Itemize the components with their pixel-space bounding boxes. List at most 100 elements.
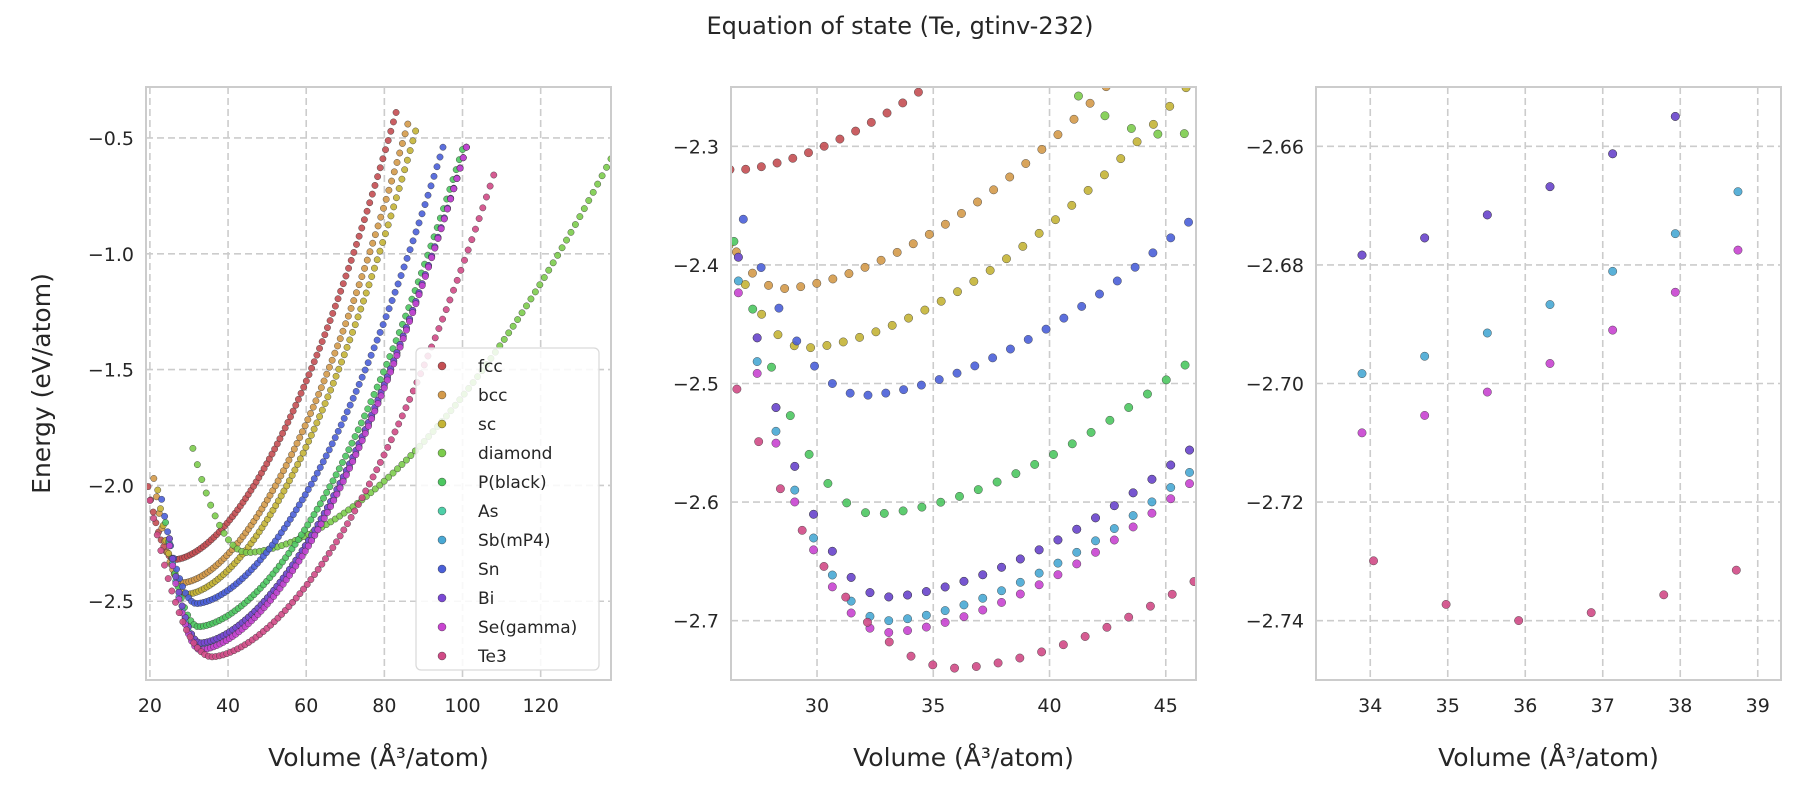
data-point bbox=[704, 95, 712, 103]
data-point bbox=[446, 296, 454, 304]
data-point bbox=[1069, 114, 1079, 124]
data-point bbox=[179, 583, 186, 590]
data-point bbox=[287, 413, 294, 421]
data-point bbox=[396, 149, 404, 157]
data-point bbox=[756, 162, 766, 172]
data-point bbox=[339, 327, 347, 335]
data-point bbox=[1524, 37, 1532, 45]
data-point bbox=[362, 487, 370, 495]
data-point bbox=[355, 501, 362, 508]
data-point bbox=[827, 570, 837, 580]
data-point bbox=[387, 212, 395, 220]
data-point bbox=[339, 459, 346, 466]
data-point bbox=[780, 284, 790, 293]
data-point bbox=[1796, 25, 1800, 33]
data-point bbox=[311, 571, 318, 578]
data-point bbox=[418, 210, 426, 218]
data-point bbox=[1207, 127, 1215, 135]
data-point bbox=[404, 120, 412, 128]
data-point bbox=[1204, 430, 1212, 438]
data-point bbox=[329, 309, 337, 317]
data-point bbox=[1185, 479, 1194, 489]
data-point bbox=[715, 185, 723, 193]
data-point bbox=[364, 405, 372, 413]
data-point bbox=[741, 164, 751, 174]
data-point bbox=[373, 256, 381, 264]
data-point bbox=[1545, 300, 1555, 309]
axes-frame bbox=[145, 86, 612, 681]
data-point bbox=[296, 455, 304, 463]
data-point bbox=[921, 622, 931, 632]
data-point bbox=[358, 494, 366, 502]
data-point bbox=[652, 5, 660, 13]
data-point bbox=[809, 533, 818, 543]
data-point bbox=[1733, 187, 1743, 197]
data-point bbox=[804, 148, 813, 158]
data-point bbox=[406, 246, 414, 254]
data-point bbox=[667, 194, 675, 202]
data-point bbox=[884, 628, 894, 637]
data-point bbox=[207, 501, 215, 509]
data-point bbox=[368, 273, 376, 280]
data-point bbox=[1051, 215, 1060, 225]
data-point bbox=[304, 486, 312, 493]
data-point bbox=[1542, 42, 1550, 50]
data-point bbox=[402, 326, 410, 334]
legend-marker bbox=[437, 593, 447, 603]
data-point bbox=[806, 343, 815, 353]
data-point bbox=[740, 280, 750, 289]
data-point bbox=[363, 256, 371, 264]
data-point bbox=[373, 466, 381, 474]
data-point bbox=[855, 332, 864, 342]
data-point bbox=[357, 305, 365, 313]
data-point bbox=[391, 288, 399, 296]
data-point bbox=[715, 197, 723, 205]
data-point bbox=[394, 280, 402, 288]
x-tick-label: 60 bbox=[294, 695, 318, 717]
data-point bbox=[1058, 640, 1068, 650]
data-point bbox=[959, 600, 969, 610]
data-point bbox=[863, 617, 872, 627]
data-point bbox=[1670, 287, 1680, 297]
data-point bbox=[1109, 535, 1119, 545]
data-point bbox=[447, 195, 455, 203]
x-tick-label: 45 bbox=[1154, 695, 1178, 717]
data-point bbox=[828, 274, 838, 284]
data-point bbox=[1690, 75, 1698, 83]
data-point bbox=[325, 446, 333, 454]
data-point bbox=[988, 353, 998, 363]
data-point bbox=[292, 401, 300, 409]
data-point bbox=[1086, 428, 1096, 437]
data-point bbox=[320, 377, 328, 385]
data-point bbox=[1471, 58, 1479, 66]
data-point bbox=[1561, 14, 1569, 22]
data-point bbox=[382, 230, 389, 238]
data-point bbox=[379, 321, 387, 328]
data-point bbox=[733, 288, 743, 298]
data-point bbox=[286, 477, 293, 485]
data-point bbox=[1498, 48, 1506, 56]
data-point bbox=[431, 244, 439, 252]
data-point bbox=[301, 491, 309, 499]
data-point bbox=[1204, 430, 1212, 438]
data-point bbox=[752, 333, 762, 343]
data-point bbox=[1146, 601, 1155, 611]
data-point bbox=[472, 225, 479, 233]
data-point bbox=[146, 497, 154, 504]
data-point bbox=[1420, 233, 1430, 243]
data-point bbox=[1015, 554, 1025, 564]
y-tick-label: −2.74 bbox=[1246, 611, 1304, 633]
data-point bbox=[697, 83, 705, 91]
data-point bbox=[365, 422, 372, 430]
data-point bbox=[220, 529, 228, 537]
data-point bbox=[716, 217, 724, 225]
data-point bbox=[323, 489, 331, 496]
x-tick-label: 30 bbox=[805, 695, 829, 717]
data-point bbox=[1147, 497, 1157, 507]
data-point bbox=[1166, 494, 1176, 504]
data-point bbox=[1153, 129, 1163, 139]
data-point bbox=[459, 154, 467, 162]
data-point bbox=[920, 305, 930, 315]
data-point bbox=[865, 588, 875, 598]
data-point bbox=[822, 341, 832, 350]
